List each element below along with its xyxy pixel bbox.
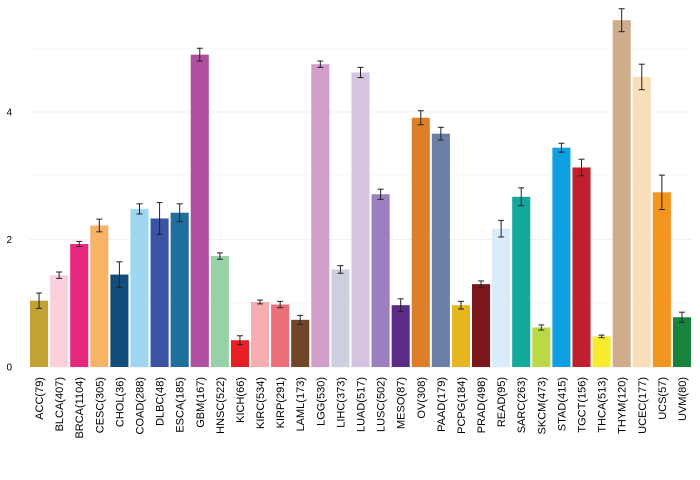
error-bars-group xyxy=(36,8,685,346)
x-category-label: MESO(87) xyxy=(396,377,408,429)
bar xyxy=(592,336,611,367)
bar xyxy=(50,275,69,367)
x-category-label: KICH(66) xyxy=(235,377,247,423)
bar xyxy=(612,20,631,367)
x-category-label: CHOL(36) xyxy=(114,377,126,427)
x-category-label: COAD(288) xyxy=(135,377,147,434)
bar xyxy=(652,192,671,367)
y-axis-ticks: 0 2 4 xyxy=(6,108,12,374)
y-tick-label: 2 xyxy=(6,235,12,246)
x-category-label: PRAD(498) xyxy=(476,377,488,433)
x-category-label: SARC(263) xyxy=(516,377,528,433)
bar xyxy=(70,243,89,367)
x-category-label: LIHC(373) xyxy=(335,377,347,428)
bar xyxy=(632,76,651,367)
x-category-label: LUSC(502) xyxy=(376,377,388,432)
x-category-label: READ(95) xyxy=(496,377,508,427)
bar xyxy=(472,284,491,367)
bar xyxy=(150,218,169,367)
x-category-label: STAD(415) xyxy=(556,377,568,431)
x-category-label: UVM(80) xyxy=(677,377,689,421)
bar xyxy=(532,327,551,367)
x-category-label: KIRP(291) xyxy=(275,377,287,428)
bar xyxy=(190,54,209,367)
x-category-label: ESCA(185) xyxy=(175,377,187,433)
bar xyxy=(572,167,591,367)
y-tick-label: 0 xyxy=(6,363,12,374)
bars-group xyxy=(30,20,691,367)
x-category-label: TGCT(156) xyxy=(577,377,589,433)
x-category-label: GBM(167) xyxy=(195,377,207,428)
x-category-label: DLBC(48) xyxy=(155,377,167,426)
x-category-label: UCEC(177) xyxy=(637,377,649,434)
x-category-label: KIRC(534) xyxy=(255,377,267,429)
bar xyxy=(371,194,390,367)
x-category-label: BLCA(407) xyxy=(54,377,66,431)
y-tick-label: 4 xyxy=(6,108,12,119)
bar xyxy=(30,300,49,367)
x-category-label: LGG(530) xyxy=(315,377,327,426)
x-category-label: HNSC(522) xyxy=(215,377,227,434)
bar xyxy=(431,133,450,367)
x-category-label: LAML(173) xyxy=(295,377,307,431)
x-category-label: PAAD(179) xyxy=(436,377,448,432)
bar xyxy=(672,317,691,367)
bar xyxy=(271,304,290,367)
bar xyxy=(110,274,129,367)
x-category-label: SKCM(473) xyxy=(536,377,548,434)
bar xyxy=(411,117,430,367)
bar xyxy=(291,319,310,367)
bar xyxy=(391,305,410,367)
bar xyxy=(331,269,350,367)
bar xyxy=(230,340,249,367)
x-category-label: OV(308) xyxy=(416,377,428,419)
x-category-label: CESC(305) xyxy=(94,377,106,433)
x-axis-labels: ACC(79) BLCA(407) BRCA(1104) CESC(305) CHOL(… xyxy=(34,377,689,439)
bar xyxy=(311,64,330,367)
bar xyxy=(251,301,270,367)
x-category-label: PCPG(184) xyxy=(456,377,468,434)
x-category-label: THYM(120) xyxy=(617,377,629,434)
bar xyxy=(90,225,109,367)
x-category-label: LUAD(517) xyxy=(356,377,368,432)
bar xyxy=(210,256,229,367)
bar xyxy=(130,208,149,367)
bar xyxy=(492,228,511,367)
x-category-label: THCA(513) xyxy=(597,377,609,433)
bar xyxy=(170,212,189,367)
bar xyxy=(351,72,370,367)
x-category-label: UCS(57) xyxy=(657,377,669,420)
bar xyxy=(451,305,470,367)
x-category-label: ACC(79) xyxy=(34,377,46,420)
x-category-label: BRCA(1104) xyxy=(74,377,86,439)
bar xyxy=(552,147,571,367)
bar xyxy=(512,196,531,367)
